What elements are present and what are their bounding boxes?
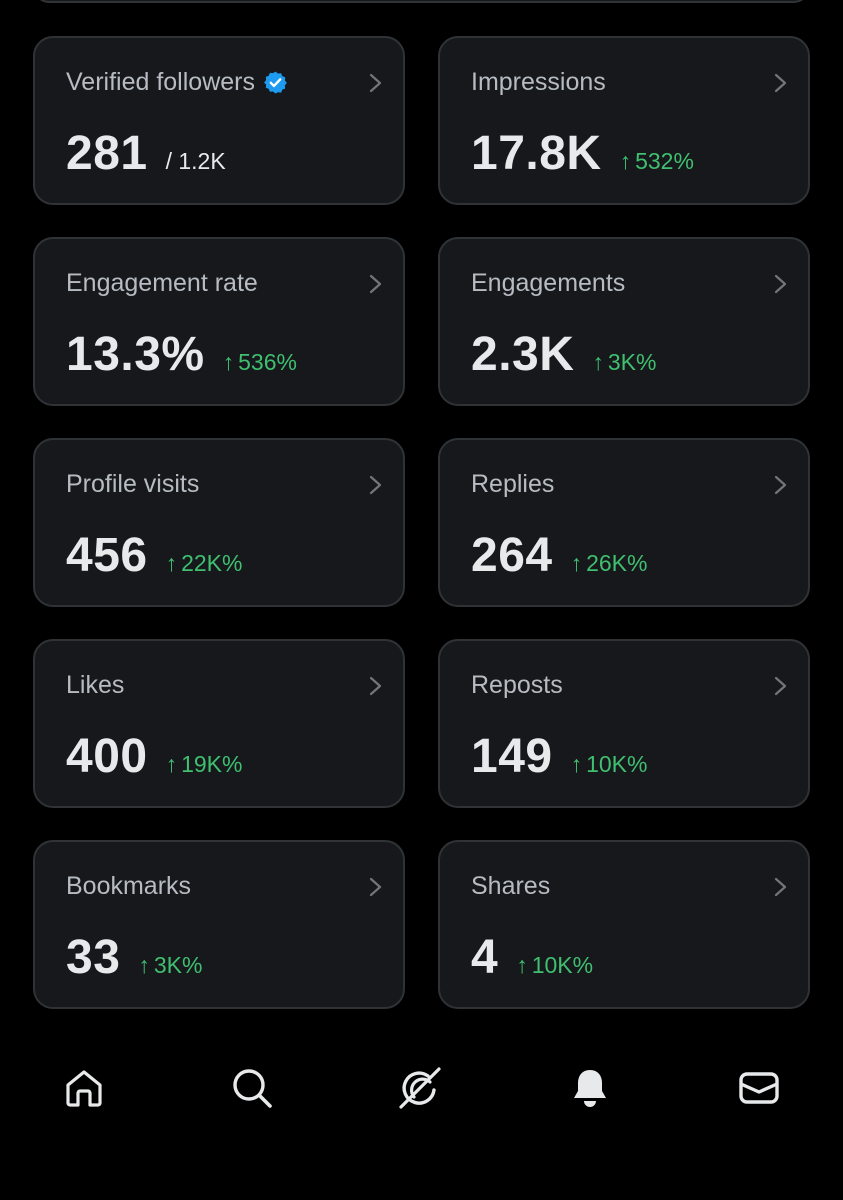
up-arrow-icon: ↑ (570, 751, 583, 777)
up-arrow-icon: ↑ (222, 349, 235, 375)
nav-notifications-button[interactable] (568, 1066, 612, 1110)
chevron-right-icon (369, 676, 382, 696)
metric-card-engagements[interactable]: Engagements 2.3K ↑ 3K% (438, 237, 810, 406)
metric-value: 13.3% (66, 328, 205, 381)
chevron-right-icon (369, 475, 382, 495)
metric-value: 281 (66, 127, 148, 180)
up-arrow-icon: ↑ (165, 751, 178, 777)
metric-label: Reposts (471, 671, 563, 699)
metric-value: 400 (66, 730, 148, 783)
nav-grok-button[interactable] (398, 1066, 442, 1110)
chevron-right-icon (369, 877, 382, 897)
metric-change: ↑ 532% (620, 148, 694, 175)
change-percent: 3K% (607, 349, 657, 375)
change-percent: 22K% (181, 550, 243, 576)
up-arrow-icon: ↑ (138, 952, 150, 978)
change-percent: 536% (238, 349, 297, 375)
metric-label: Likes (66, 671, 125, 699)
chevron-right-icon (369, 73, 382, 93)
metric-label: Replies (471, 470, 555, 498)
metric-label: Bookmarks (66, 872, 192, 900)
metric-change: ↑ 3K% (592, 349, 656, 376)
metric-label: Shares (471, 872, 551, 900)
metric-label: Engagement rate (66, 269, 258, 297)
nav-home-button[interactable] (62, 1066, 106, 1110)
metric-card-engagement-rate[interactable]: Engagement rate 13.3% ↑ 536% (33, 237, 405, 406)
metric-change: ↑ 10K% (516, 952, 593, 979)
chevron-right-icon (774, 73, 787, 93)
chevron-right-icon (369, 274, 382, 294)
metric-value: 456 (66, 529, 148, 582)
metric-card-verified-followers[interactable]: Verified followers 281 / 1.2K (33, 36, 405, 205)
up-arrow-icon: ↑ (619, 148, 632, 174)
up-arrow-icon: ↑ (516, 952, 528, 978)
change-percent: 10K% (531, 952, 594, 978)
metric-card-impressions[interactable]: Impressions 17.8K ↑ 532% (438, 36, 810, 205)
up-arrow-icon: ↑ (570, 550, 583, 576)
metric-label: Engagements (471, 269, 626, 297)
change-percent: 26K% (586, 550, 648, 576)
metric-change: ↑ 10K% (571, 751, 648, 778)
change-percent: 19K% (181, 751, 243, 777)
search-icon (233, 1069, 272, 1108)
metric-card-profile-visits[interactable]: Profile visits 456 ↑ 22K% (33, 438, 405, 607)
metric-value: 33 (66, 931, 121, 984)
metric-card-replies[interactable]: Replies 264 ↑ 26K% (438, 438, 810, 607)
metric-card-likes[interactable]: Likes 400 ↑ 19K% (33, 639, 405, 808)
metric-value: 264 (471, 529, 553, 582)
verified-badge-icon (264, 71, 287, 94)
chevron-right-icon (774, 274, 787, 294)
metric-value: 4 (471, 931, 499, 984)
messages-envelope-icon (739, 1072, 779, 1104)
metric-label: Verified followers (66, 68, 255, 96)
metric-card-bookmarks[interactable]: Bookmarks 33 ↑ 3K% (33, 840, 405, 1009)
metric-change: ↑ 3K% (138, 952, 202, 979)
grok-icon (399, 1067, 441, 1109)
metric-label: Impressions (471, 68, 606, 96)
up-arrow-icon: ↑ (165, 550, 178, 576)
change-percent: 532% (635, 148, 694, 174)
metric-total: / 1.2K (165, 148, 226, 174)
bottom-navigation-bar (0, 1040, 843, 1140)
change-percent: 10K% (586, 751, 648, 777)
metric-change: ↑ 19K% (166, 751, 243, 778)
metric-change: ↑ 536% (223, 349, 297, 376)
chevron-right-icon (774, 877, 787, 897)
up-arrow-icon: ↑ (592, 349, 604, 375)
metric-value: 149 (471, 730, 553, 783)
nav-search-button[interactable] (230, 1066, 274, 1110)
change-percent: 3K% (153, 952, 203, 978)
metric-change: ↑ 26K% (571, 550, 648, 577)
metric-change: ↑ 22K% (166, 550, 243, 577)
nav-messages-button[interactable] (737, 1066, 781, 1110)
metrics-grid: Verified followers 281 / 1.2K Impression… (33, 36, 810, 1009)
metric-card-shares[interactable]: Shares 4 ↑ 10K% (438, 840, 810, 1009)
chevron-right-icon (774, 475, 787, 495)
top-card-edge (33, 0, 810, 3)
metric-value: 17.8K (471, 127, 602, 180)
home-icon (66, 1070, 102, 1107)
chevron-right-icon (774, 676, 787, 696)
notifications-bell-icon (574, 1070, 606, 1107)
metric-card-reposts[interactable]: Reposts 149 ↑ 10K% (438, 639, 810, 808)
metric-label: Profile visits (66, 470, 200, 498)
metric-value: 2.3K (471, 328, 575, 381)
